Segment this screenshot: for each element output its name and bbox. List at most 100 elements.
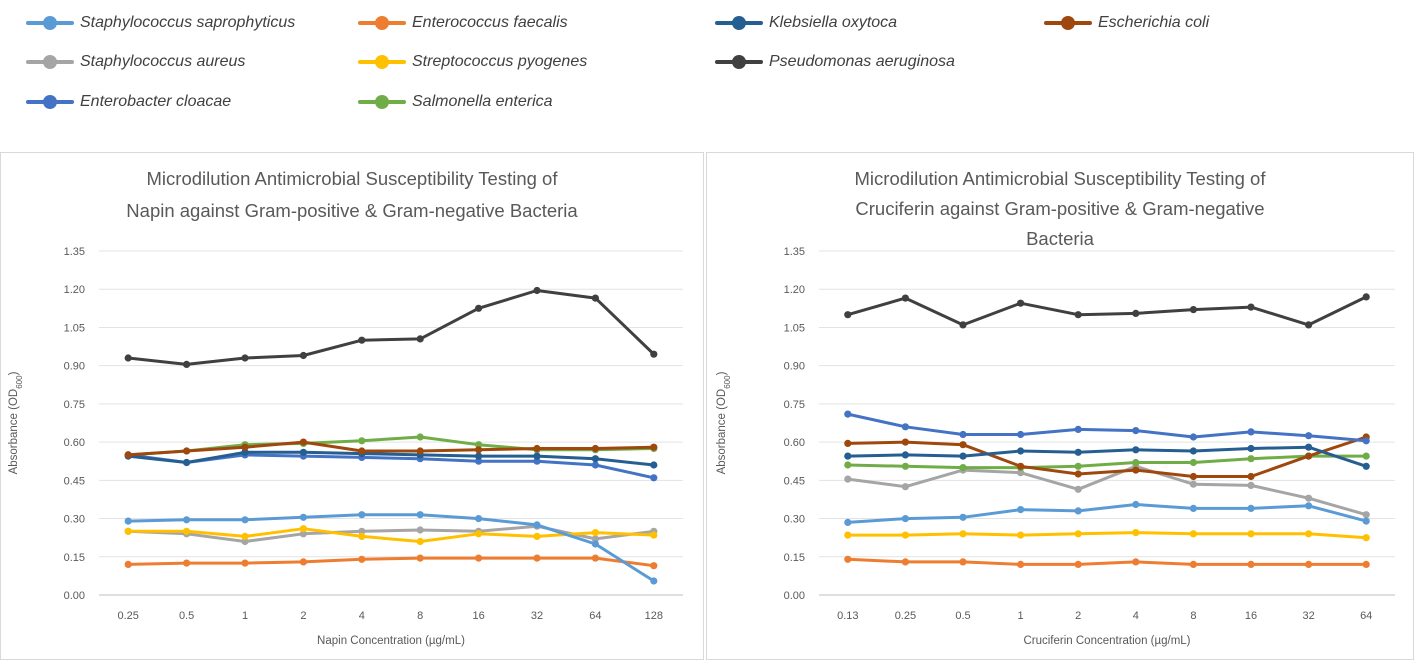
data-point bbox=[650, 531, 658, 539]
legend-swatch bbox=[356, 13, 408, 33]
data-point bbox=[901, 558, 909, 566]
data-point bbox=[183, 458, 191, 467]
y-axis-title-close: ) bbox=[716, 371, 728, 375]
legend-swatch bbox=[713, 13, 765, 33]
data-point bbox=[1189, 560, 1197, 568]
legend-swatch bbox=[356, 52, 408, 72]
data-point bbox=[901, 451, 909, 459]
data-point bbox=[844, 518, 852, 526]
data-point bbox=[959, 430, 967, 439]
x-axis-title: Napin Concentration (µg/mL) bbox=[317, 635, 465, 647]
data-point bbox=[1189, 530, 1197, 538]
y-tick-label: 1.35 bbox=[64, 246, 85, 258]
series-line bbox=[126, 289, 656, 366]
chart-title: Bacteria bbox=[1026, 228, 1095, 249]
data-point bbox=[1247, 530, 1255, 538]
data-point bbox=[124, 560, 132, 568]
legend-item: Streptococcus pyogenes bbox=[356, 52, 587, 72]
y-tick-label: 0.90 bbox=[784, 361, 805, 373]
data-point bbox=[844, 531, 852, 539]
x-tick-label: 64 bbox=[1360, 610, 1372, 622]
data-point bbox=[299, 438, 307, 446]
series-group bbox=[124, 451, 658, 482]
data-point bbox=[1074, 530, 1082, 538]
data-point bbox=[183, 360, 191, 368]
data-point bbox=[358, 532, 366, 540]
series-line bbox=[126, 524, 656, 543]
data-point bbox=[416, 433, 424, 441]
x-tick-label: 1 bbox=[1018, 610, 1024, 622]
data-point bbox=[1017, 299, 1025, 307]
data-point bbox=[1132, 529, 1140, 537]
legend-label: Salmonella enterica bbox=[412, 93, 553, 110]
legend-item: Enterococcus faecalis bbox=[356, 13, 568, 33]
series-group bbox=[844, 410, 1370, 445]
data-point bbox=[1132, 446, 1140, 454]
data-point bbox=[1132, 500, 1140, 509]
data-point bbox=[1189, 504, 1197, 512]
data-point bbox=[1247, 560, 1255, 568]
data-point bbox=[844, 555, 852, 563]
data-point bbox=[1132, 458, 1140, 467]
legend-swatch bbox=[356, 92, 408, 112]
data-point bbox=[1074, 448, 1082, 456]
series-line bbox=[846, 464, 1368, 517]
data-point bbox=[475, 530, 483, 538]
y-tick-label: 1.20 bbox=[64, 284, 85, 296]
data-point bbox=[959, 513, 967, 521]
x-tick-label: 16 bbox=[472, 610, 484, 622]
data-point bbox=[591, 461, 600, 469]
data-point bbox=[416, 447, 424, 455]
data-point bbox=[650, 577, 658, 585]
data-point bbox=[1074, 507, 1082, 515]
cruciferin-chart-panel: Microdilution Antimicrobial Susceptibili… bbox=[706, 152, 1414, 660]
data-point bbox=[1017, 447, 1025, 455]
series-group bbox=[844, 555, 1370, 568]
data-point bbox=[591, 529, 600, 537]
legend-swatch bbox=[24, 92, 76, 112]
y-tick-label: 0.45 bbox=[64, 475, 85, 487]
legend-item: Pseudomonas aeruginosa bbox=[713, 52, 955, 72]
x-tick-label: 8 bbox=[417, 610, 423, 622]
data-point bbox=[299, 351, 307, 360]
legend-label: Klebsiella oxytoca bbox=[769, 14, 898, 31]
legend-item: Staphylococcus saprophyticus bbox=[24, 13, 295, 33]
chart-title: Microdilution Antimicrobial Susceptibili… bbox=[855, 168, 1267, 189]
data-point bbox=[183, 516, 191, 524]
series-line bbox=[126, 513, 656, 583]
y-tick-label: 1.05 bbox=[64, 322, 85, 334]
data-point bbox=[591, 554, 600, 562]
data-point bbox=[358, 511, 366, 519]
y-tick-label: 1.35 bbox=[784, 246, 805, 258]
data-point bbox=[1017, 430, 1025, 439]
series-line bbox=[846, 454, 1368, 470]
data-point bbox=[533, 532, 541, 540]
y-axis-title-subscript: 600 bbox=[15, 375, 24, 389]
x-tick-label: 32 bbox=[1302, 610, 1314, 622]
data-point bbox=[1074, 425, 1082, 433]
data-point bbox=[1305, 321, 1313, 329]
data-point bbox=[533, 286, 541, 295]
data-point bbox=[1074, 311, 1082, 319]
data-point bbox=[416, 554, 424, 562]
data-point bbox=[1362, 560, 1370, 568]
data-point bbox=[533, 444, 541, 453]
y-axis-title-main: Absorbance (OD bbox=[716, 389, 728, 475]
data-point bbox=[1362, 517, 1370, 525]
legend-label: Escherichia coli bbox=[1098, 14, 1210, 31]
series-line bbox=[846, 435, 1368, 478]
x-tick-label: 0.25 bbox=[895, 610, 916, 622]
data-point bbox=[1305, 452, 1313, 460]
data-point bbox=[475, 304, 483, 312]
y-axis-title-subscript: 600 bbox=[723, 375, 732, 389]
x-tick-label: 64 bbox=[589, 610, 601, 622]
y-tick-label: 0.75 bbox=[784, 399, 805, 411]
data-point bbox=[1074, 485, 1082, 493]
data-point bbox=[299, 513, 307, 521]
data-point bbox=[844, 475, 852, 483]
legend-swatch bbox=[713, 52, 765, 72]
data-point bbox=[475, 554, 483, 562]
data-point bbox=[901, 531, 909, 539]
data-point bbox=[1132, 309, 1140, 317]
legend-label: Staphylococcus aureus bbox=[80, 53, 246, 70]
